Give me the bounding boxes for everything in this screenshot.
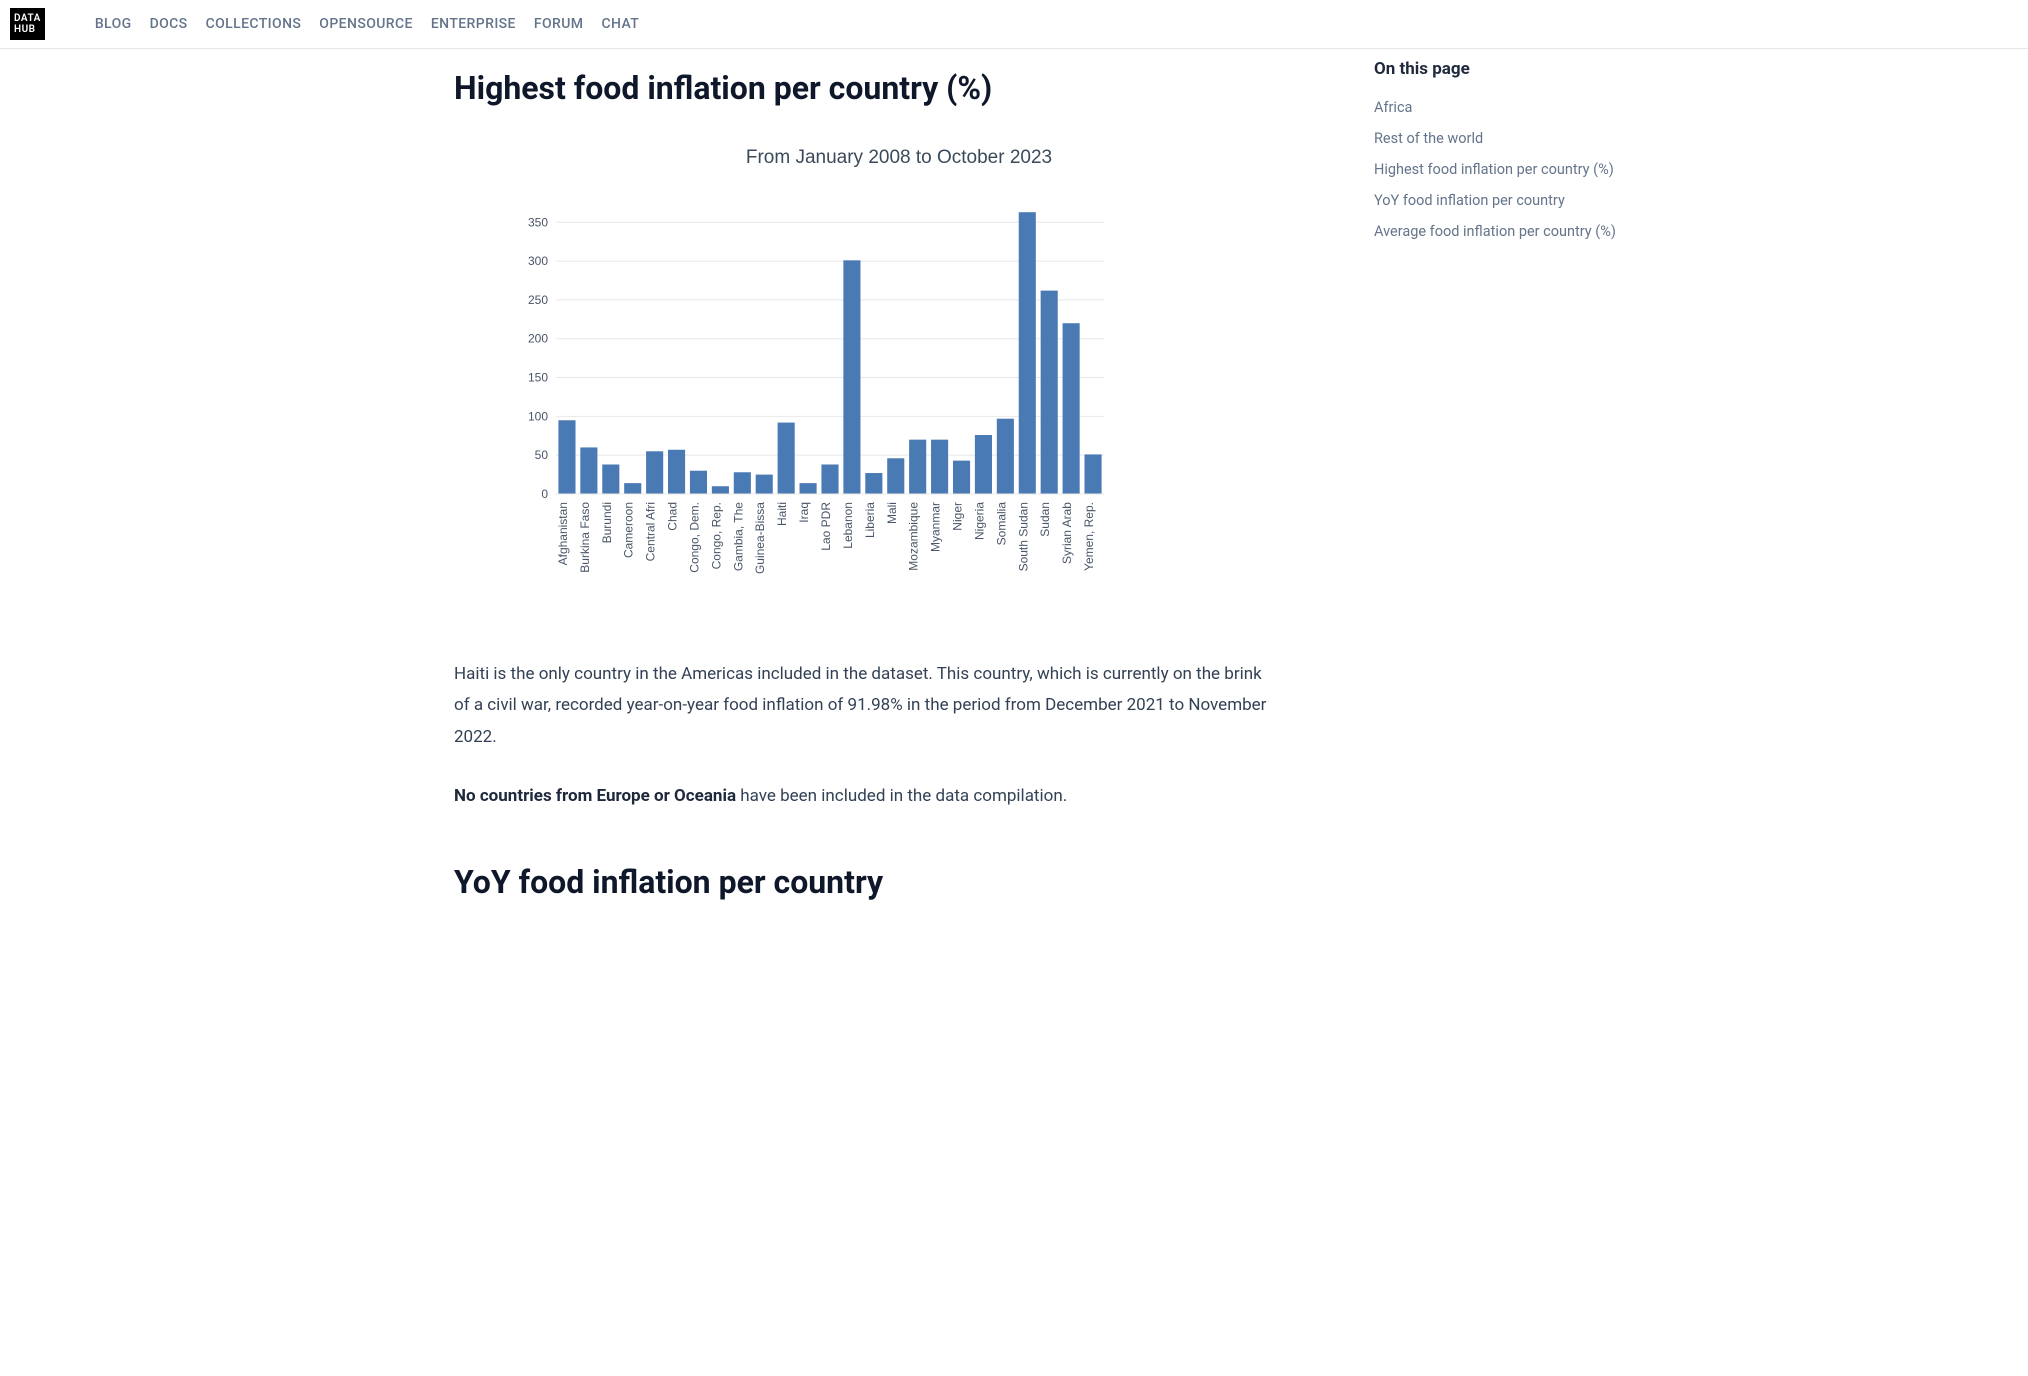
svg-text:200: 200 bbox=[528, 332, 548, 346]
svg-text:Syrian Arab: Syrian Arab bbox=[1060, 502, 1074, 564]
toc-item-average[interactable]: Average food inflation per country (%) bbox=[1374, 223, 1616, 240]
svg-text:Lao PDR: Lao PDR bbox=[819, 502, 833, 551]
toc-item-africa[interactable]: Africa bbox=[1374, 99, 1412, 116]
svg-text:Liberia: Liberia bbox=[863, 502, 877, 538]
svg-text:Chad: Chad bbox=[666, 502, 680, 531]
toc-item-yoy[interactable]: YoY food inflation per country bbox=[1374, 192, 1565, 209]
logo-line2: HUB bbox=[14, 24, 41, 35]
svg-text:Mali: Mali bbox=[885, 502, 899, 524]
svg-text:Gambia, The: Gambia, The bbox=[731, 502, 745, 571]
nav-opensource[interactable]: OPENSOURCE bbox=[319, 16, 413, 32]
nav-collections[interactable]: COLLECTIONS bbox=[206, 16, 302, 32]
svg-text:Somalia: Somalia bbox=[994, 502, 1008, 546]
svg-text:Burundi: Burundi bbox=[600, 502, 614, 543]
svg-text:Congo, Dem.: Congo, Dem. bbox=[687, 502, 701, 573]
svg-text:Haiti: Haiti bbox=[775, 502, 789, 526]
logo-line1: DATA bbox=[14, 13, 41, 24]
nav-chat[interactable]: CHAT bbox=[601, 16, 639, 32]
toc-heading: On this page bbox=[1374, 59, 1634, 79]
svg-text:Sudan: Sudan bbox=[1038, 502, 1052, 537]
main-content: Highest food inflation per country (%) F… bbox=[374, 49, 1354, 941]
svg-text:Myanmar: Myanmar bbox=[929, 502, 943, 552]
paragraph-europe: No countries from Europe or Oceania have… bbox=[454, 781, 1274, 812]
nav-docs[interactable]: DOCS bbox=[150, 16, 188, 32]
svg-text:150: 150 bbox=[528, 371, 548, 385]
svg-text:250: 250 bbox=[528, 293, 548, 307]
nav-enterprise[interactable]: ENTERPRISE bbox=[431, 16, 516, 32]
nav-links: BLOG DOCS COLLECTIONS OPENSOURCE ENTERPR… bbox=[95, 16, 639, 32]
svg-text:Niger: Niger bbox=[951, 502, 965, 531]
svg-text:Mozambique: Mozambique bbox=[907, 502, 921, 571]
svg-text:Congo, Rep.: Congo, Rep. bbox=[709, 502, 723, 569]
svg-text:Afghanistan: Afghanistan bbox=[556, 502, 570, 565]
section-yoy-title: YoY food inflation per country bbox=[454, 863, 1274, 901]
toc-item-highest[interactable]: Highest food inflation per country (%) bbox=[1374, 161, 1614, 178]
svg-text:Iraq: Iraq bbox=[797, 502, 811, 523]
svg-text:Lebanon: Lebanon bbox=[841, 502, 855, 549]
svg-text:Yemen, Rep.: Yemen, Rep. bbox=[1082, 502, 1096, 571]
paragraph-haiti: Haiti is the only country in the America… bbox=[454, 659, 1274, 753]
top-nav: DATA HUB BLOG DOCS COLLECTIONS OPENSOURC… bbox=[0, 0, 2028, 49]
chart-svg: Afghanistan Burkina Faso Burundi Cameroon Ce… bbox=[494, 189, 1114, 619]
svg-text:Guinea-Bissa: Guinea-Bissa bbox=[753, 502, 767, 574]
paragraph-europe-rest: have been included in the data compilati… bbox=[736, 786, 1067, 806]
svg-text:South Sudan: South Sudan bbox=[1016, 502, 1030, 571]
page-title: Highest food inflation per country (%) bbox=[454, 69, 1274, 107]
paragraph-europe-strong: No countries from Europe or Oceania bbox=[454, 786, 736, 806]
logo[interactable]: DATA HUB bbox=[10, 8, 45, 40]
svg-text:Burkina Faso: Burkina Faso bbox=[578, 502, 592, 573]
svg-text:Cameroon: Cameroon bbox=[622, 502, 636, 558]
inflation-chart: From January 2008 to October 2023 Afghan… bbox=[494, 147, 1274, 619]
svg-text:100: 100 bbox=[528, 409, 548, 423]
nav-forum[interactable]: FORUM bbox=[534, 16, 584, 32]
svg-text:Nigeria: Nigeria bbox=[972, 502, 986, 540]
nav-blog[interactable]: BLOG bbox=[95, 16, 132, 32]
svg-text:Central Afri: Central Afri bbox=[644, 502, 658, 561]
chart-title: From January 2008 to October 2023 bbox=[524, 147, 1274, 169]
svg-text:350: 350 bbox=[528, 215, 548, 229]
table-of-contents: On this page Africa Rest of the world Hi… bbox=[1354, 49, 1654, 941]
svg-text:50: 50 bbox=[535, 448, 549, 462]
toc-item-rest[interactable]: Rest of the world bbox=[1374, 130, 1483, 147]
toc-list: Africa Rest of the world Highest food in… bbox=[1374, 97, 1634, 240]
svg-text:0: 0 bbox=[541, 487, 548, 501]
svg-text:300: 300 bbox=[528, 254, 548, 268]
